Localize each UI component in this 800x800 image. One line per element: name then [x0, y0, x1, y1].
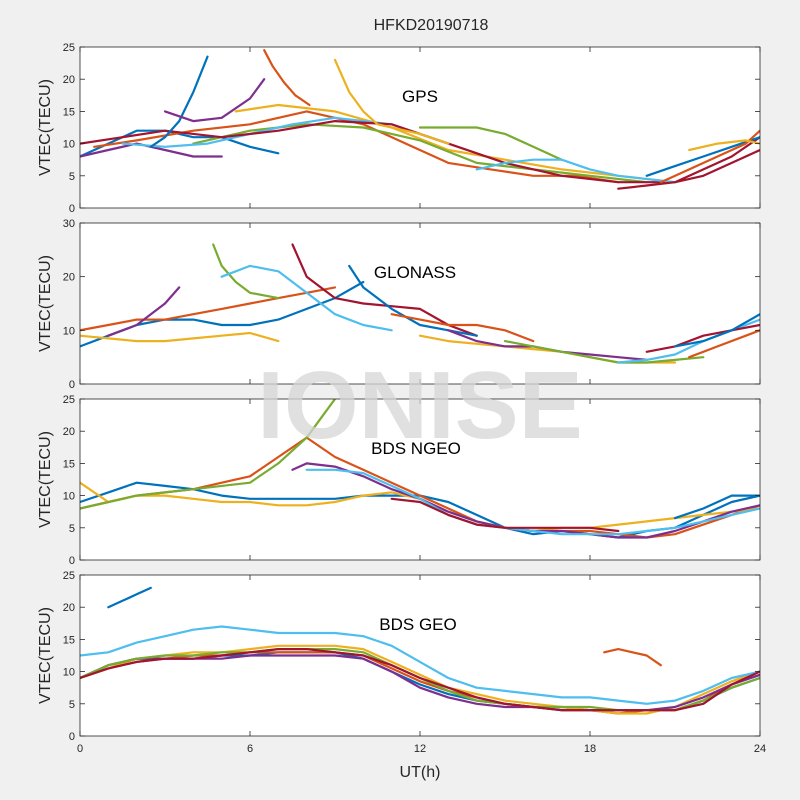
- series-line: [333, 58, 450, 145]
- chart-title: HFKD20190718: [374, 17, 489, 34]
- series-line: [645, 323, 760, 353]
- panel-label: GPS: [402, 87, 438, 106]
- y-tick-label: 25: [63, 570, 75, 582]
- series-line: [688, 139, 760, 152]
- y-tick-label: 10: [63, 139, 75, 151]
- y-tick-label: 0: [69, 379, 75, 391]
- axes-background: [80, 399, 760, 560]
- series-line: [234, 103, 677, 184]
- series-group: [80, 49, 760, 190]
- series-line: [80, 648, 760, 712]
- y-tick-label: 25: [63, 42, 75, 54]
- y-tick-label: 20: [63, 602, 75, 614]
- panel-label: BDS NGEO: [371, 439, 461, 458]
- series-line: [80, 331, 280, 343]
- x-tick-label: 12: [414, 743, 426, 755]
- y-tick-label: 10: [63, 325, 75, 337]
- series-line: [107, 286, 181, 337]
- x-tick-label: 0: [77, 743, 83, 755]
- y-tick-label: 5: [69, 171, 75, 183]
- panel-1: 0 10 20 30 VTEC(TECU) GLONASS: [37, 218, 761, 391]
- series-line: [390, 313, 535, 343]
- panel-label: GLONASS: [374, 263, 456, 282]
- series-line: [80, 625, 760, 705]
- series-line: [220, 264, 393, 332]
- watermark-text: IONISE: [257, 352, 582, 459]
- series-line: [80, 286, 337, 332]
- y-tick-label: 10: [63, 667, 75, 679]
- series-line: [80, 644, 760, 715]
- y-tick-label: 0: [69, 203, 75, 215]
- series-line: [305, 468, 760, 536]
- y-tick-label: 20: [63, 272, 75, 284]
- y-tick-label: 20: [63, 426, 75, 438]
- series-line: [418, 126, 563, 161]
- x-axis-label: UT(h): [400, 764, 441, 781]
- series-line: [617, 148, 760, 190]
- x-tick-label: 24: [754, 743, 766, 755]
- series-line: [603, 648, 662, 667]
- series-line: [163, 78, 266, 123]
- y-tick-label: 0: [69, 555, 75, 567]
- series-group: [80, 243, 760, 364]
- series-line: [80, 399, 337, 510]
- series-line: [475, 158, 677, 184]
- series-line: [107, 586, 152, 609]
- series-line: [673, 494, 760, 520]
- y-tick-label: 30: [63, 218, 75, 230]
- y-tick-label: 0: [69, 731, 75, 743]
- y-axis-label: VTEC(TECU): [37, 255, 54, 352]
- x-tick-label: 18: [584, 743, 596, 755]
- y-axis-label: VTEC(TECU): [37, 79, 54, 176]
- y-tick-label: 15: [63, 106, 75, 118]
- series-line: [291, 243, 478, 337]
- panel-label: BDS GEO: [379, 615, 456, 634]
- y-tick-label: 15: [63, 634, 75, 646]
- series-line: [673, 313, 760, 348]
- y-tick-label: 25: [63, 394, 75, 406]
- y-tick-label: 15: [63, 458, 75, 470]
- series-line: [645, 136, 760, 177]
- y-axis-label: VTEC(TECU): [37, 431, 54, 528]
- series-group: [80, 399, 760, 539]
- series-line: [263, 49, 311, 107]
- series-line: [212, 243, 280, 300]
- x-tick-label: 6: [247, 743, 253, 755]
- series-line: [503, 340, 705, 364]
- axes-background: [80, 223, 760, 384]
- series-line: [659, 129, 760, 184]
- y-axis-label: VTEC(TECU): [37, 607, 54, 704]
- series-line: [390, 497, 620, 533]
- series-line: [688, 329, 760, 359]
- series-line: [149, 55, 209, 148]
- panel-0: 0 5 10 15 20 25 VTEC(TECU) GPS: [37, 42, 761, 215]
- y-tick-label: 5: [69, 523, 75, 535]
- y-tick-label: 20: [63, 74, 75, 86]
- series-group: [80, 586, 760, 715]
- y-tick-label: 10: [63, 491, 75, 503]
- y-tick-label: 5: [69, 699, 75, 711]
- panel-3: 0 5 10 15 20 25 0 6 12 18 24 VTEC(TECU) BDS GEO: [37, 570, 766, 755]
- panel-2: 0 5 10 15 20 25 VTEC(TECU) BDS NGEO: [37, 394, 761, 567]
